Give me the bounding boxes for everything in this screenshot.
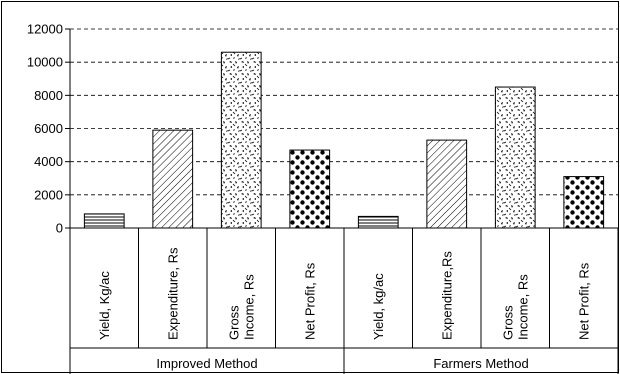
bar [357,215,399,229]
bar [563,176,605,229]
category-label: Net Profit, Rs [576,262,591,340]
category-label: Expenditure, Rs [165,247,180,340]
category-label: GrossIncome, Rs [226,274,256,340]
category-labels: Yield, Kg/ac Expenditure, Rs GrossIncome, … [69,228,619,374]
bar [152,129,194,229]
bar [426,139,468,229]
y-tick-label: 4000 [34,154,63,169]
category-label: Net Profit, Rs [302,262,317,340]
category-label: Yield, kg/ac [371,273,386,340]
y-tick-label: 0 [56,221,63,236]
y-tick-label: 6000 [34,121,63,136]
bars [83,51,605,229]
y-tick-label: 8000 [34,88,63,103]
group-label: Improved Method [156,356,257,371]
bar [494,86,536,229]
y-tick-label: 2000 [34,187,63,202]
bar [220,51,262,229]
category-label: GrossIncome, Rs [500,274,530,340]
category-label: Yield, Kg/ac [97,271,112,340]
group-label: Farmers Method [433,356,528,371]
category-label: Expenditure,Rs [439,251,454,340]
y-tick-label: 12000 [27,22,63,37]
bar [289,149,331,229]
bar [83,213,125,229]
y-tick-label: 10000 [27,55,63,70]
